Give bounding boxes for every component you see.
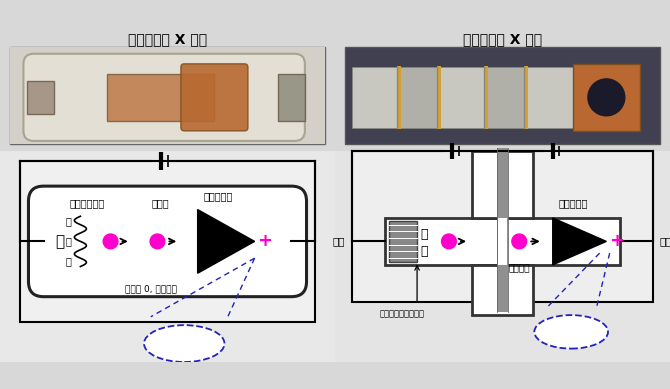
Text: －: － xyxy=(66,237,72,246)
FancyBboxPatch shape xyxy=(0,151,335,362)
FancyBboxPatch shape xyxy=(28,186,307,297)
FancyBboxPatch shape xyxy=(278,74,305,121)
Polygon shape xyxy=(553,218,606,265)
FancyBboxPatch shape xyxy=(23,54,305,141)
Text: X 線: X 線 xyxy=(561,325,582,338)
Text: 電解電子: 電解電子 xyxy=(509,265,530,273)
Text: －: － xyxy=(66,216,72,226)
Text: 初速度 0, 空間電荷: 初速度 0, 空間電荷 xyxy=(125,285,177,294)
Text: －: － xyxy=(56,234,65,249)
FancyBboxPatch shape xyxy=(27,81,54,114)
Text: 熱陰極方式 X 線管: 熱陰極方式 X 線管 xyxy=(128,32,207,46)
Text: －: － xyxy=(66,256,72,266)
Text: ターゲット: ターゲット xyxy=(558,198,588,208)
Ellipse shape xyxy=(534,315,608,349)
FancyBboxPatch shape xyxy=(389,221,417,261)
Text: カーボンナノ構造体: カーボンナノ構造体 xyxy=(379,310,425,319)
FancyBboxPatch shape xyxy=(497,147,508,312)
Circle shape xyxy=(442,234,456,249)
FancyBboxPatch shape xyxy=(439,67,486,128)
FancyBboxPatch shape xyxy=(335,151,670,362)
FancyBboxPatch shape xyxy=(472,151,533,218)
Text: 冷陰極方式 X 線管: 冷陰極方式 X 線管 xyxy=(463,32,542,46)
FancyBboxPatch shape xyxy=(352,151,653,302)
FancyBboxPatch shape xyxy=(573,64,640,131)
FancyBboxPatch shape xyxy=(573,67,623,128)
FancyBboxPatch shape xyxy=(181,64,248,131)
Polygon shape xyxy=(198,210,255,273)
FancyBboxPatch shape xyxy=(20,161,315,322)
FancyBboxPatch shape xyxy=(472,265,533,315)
Circle shape xyxy=(512,234,527,249)
Text: 陰極: 陰極 xyxy=(332,237,345,246)
FancyBboxPatch shape xyxy=(526,67,573,128)
FancyBboxPatch shape xyxy=(397,65,401,129)
FancyBboxPatch shape xyxy=(399,67,439,128)
FancyBboxPatch shape xyxy=(486,67,526,128)
FancyBboxPatch shape xyxy=(524,65,528,129)
Ellipse shape xyxy=(144,325,224,362)
FancyBboxPatch shape xyxy=(10,47,325,144)
Circle shape xyxy=(588,79,624,116)
FancyBboxPatch shape xyxy=(484,65,488,129)
FancyBboxPatch shape xyxy=(498,218,507,265)
FancyBboxPatch shape xyxy=(10,47,325,144)
Text: X 線: X 線 xyxy=(174,337,195,350)
FancyBboxPatch shape xyxy=(345,47,660,144)
FancyBboxPatch shape xyxy=(385,218,620,265)
Text: －: － xyxy=(420,228,427,241)
Text: フィラメント: フィラメント xyxy=(70,198,105,208)
FancyBboxPatch shape xyxy=(437,65,441,129)
Text: +: + xyxy=(257,232,272,251)
Circle shape xyxy=(103,234,118,249)
Text: +: + xyxy=(609,232,624,251)
FancyBboxPatch shape xyxy=(107,74,214,121)
Circle shape xyxy=(150,234,165,249)
Text: ターゲット: ターゲット xyxy=(203,191,232,202)
Text: 陽極: 陽極 xyxy=(660,237,670,246)
Text: －: － xyxy=(420,245,427,258)
FancyBboxPatch shape xyxy=(352,67,399,128)
Text: 熱電子: 熱電子 xyxy=(152,198,170,208)
Text: 陽極: 陽極 xyxy=(337,237,349,246)
